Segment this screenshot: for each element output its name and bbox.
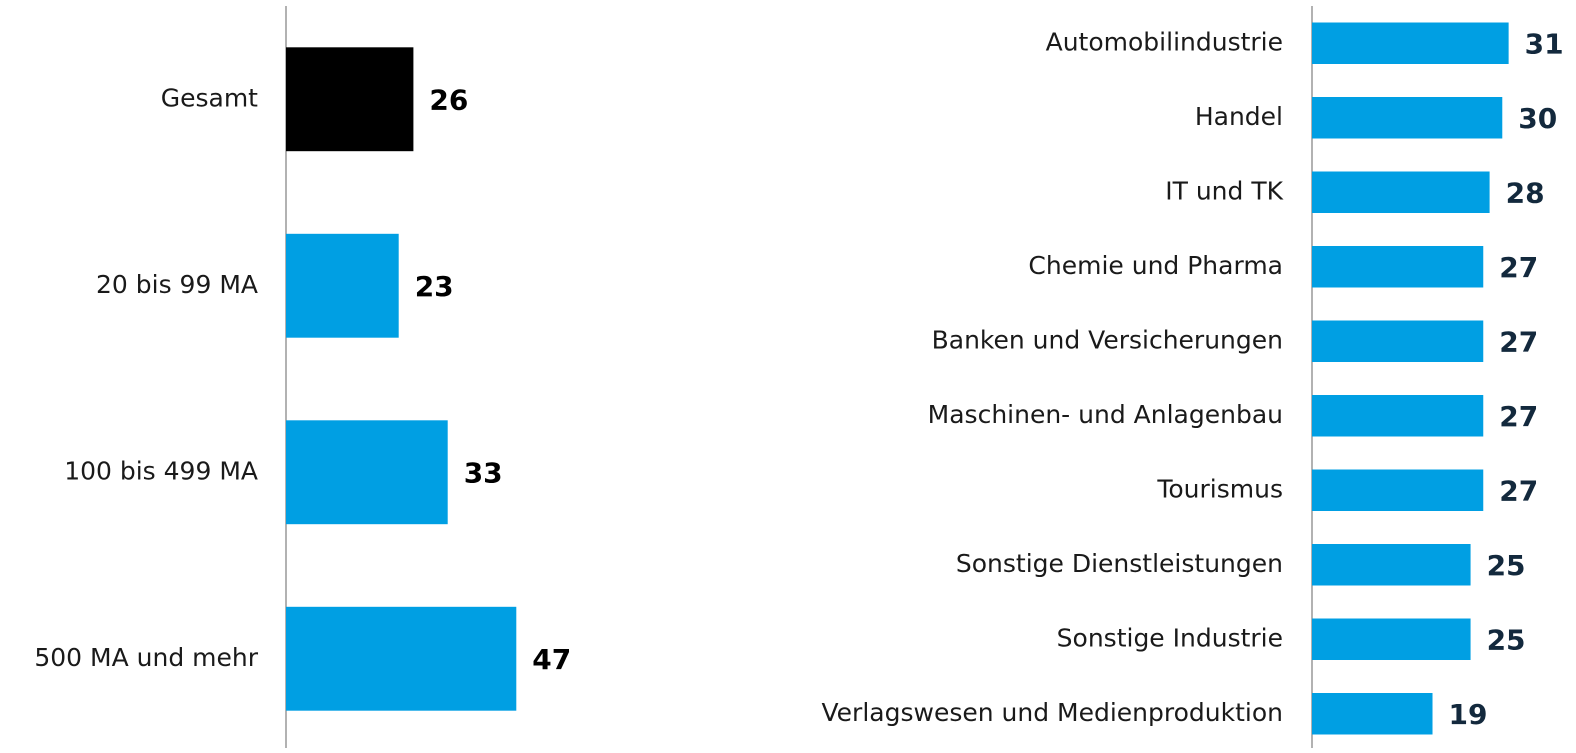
value-label: 47 (532, 643, 571, 676)
bar (1312, 320, 1484, 362)
category-label: Gesamt (161, 83, 258, 112)
value-label: 26 (429, 83, 468, 116)
category-label: Sonstige Dienstleistungen (956, 549, 1283, 578)
category-label: Maschinen- und Anlagenbau (928, 400, 1283, 429)
category-label: Chemie und Pharma (1028, 251, 1283, 280)
value-label: 25 (1487, 549, 1526, 582)
bar (286, 606, 517, 711)
bar (1312, 22, 1509, 64)
value-label: 19 (1449, 698, 1488, 731)
bar (1312, 395, 1484, 437)
bar (286, 420, 448, 525)
value-label: 27 (1499, 474, 1538, 507)
category-label: 500 MA und mehr (34, 643, 258, 672)
bar (1312, 246, 1484, 288)
category-label: 100 bis 499 MA (64, 456, 258, 485)
bar (1312, 544, 1471, 586)
bar (1312, 469, 1484, 511)
value-label: 28 (1506, 176, 1545, 209)
value-label: 25 (1487, 623, 1526, 656)
value-label: 33 (464, 456, 503, 489)
category-label: Sonstige Industrie (1057, 623, 1283, 652)
category-label: IT und TK (1165, 176, 1283, 205)
value-label: 27 (1499, 325, 1538, 358)
value-label: 27 (1499, 251, 1538, 284)
bar (1312, 693, 1433, 735)
category-label: Verlagswesen und Medienproduktion (822, 698, 1283, 727)
category-label: Tourismus (1156, 474, 1283, 503)
bar (1312, 171, 1490, 213)
category-label: 20 bis 99 MA (96, 270, 258, 299)
bar (1312, 97, 1503, 139)
category-label: Automobilindustrie (1046, 27, 1283, 56)
category-label: Banken und Versicherungen (932, 325, 1283, 354)
bar (286, 233, 399, 338)
value-label: 23 (415, 270, 454, 303)
value-label: 30 (1518, 102, 1557, 135)
bar (286, 47, 414, 152)
bar (1312, 618, 1471, 660)
value-label: 31 (1525, 27, 1564, 60)
value-label: 27 (1499, 400, 1538, 433)
category-label: Handel (1195, 102, 1283, 131)
